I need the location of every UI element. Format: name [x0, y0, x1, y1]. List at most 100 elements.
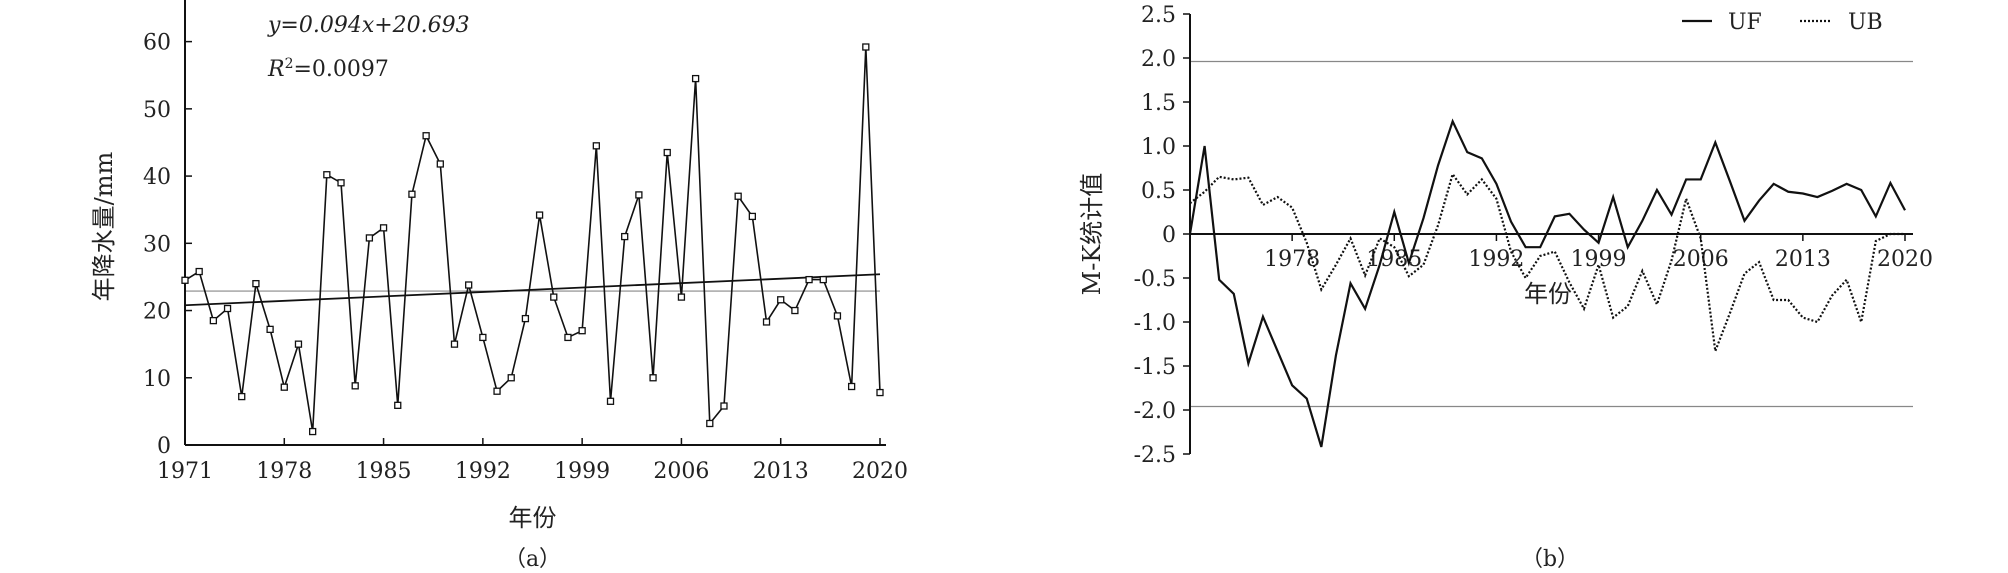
data-point	[252, 279, 260, 288]
data-point	[691, 74, 700, 83]
y-tick-label: 1.0	[1141, 135, 1176, 160]
data-point	[748, 212, 756, 221]
data-point	[422, 132, 430, 140]
y-tick-label: 10	[143, 367, 171, 392]
x-tick-label: 1971	[157, 459, 213, 484]
precip-line	[184, 46, 881, 432]
chart-a-r2-prefix: R	[267, 57, 285, 82]
data-point	[833, 312, 842, 320]
chart-b-x-label: 年份	[1524, 280, 1572, 308]
data-point	[493, 387, 501, 395]
data-point	[706, 419, 714, 428]
x-tick-label: 2006	[653, 459, 709, 484]
data-point	[238, 392, 246, 401]
data-point	[394, 401, 402, 409]
y-tick-label: 2.5	[1141, 3, 1176, 28]
data-point	[408, 190, 416, 198]
x-tick-label: 2020	[852, 459, 908, 484]
data-point	[791, 306, 799, 315]
data-point	[535, 211, 544, 219]
y-tick-label: 1.5	[1141, 91, 1176, 116]
data-point	[379, 224, 388, 232]
data-point	[195, 267, 203, 276]
data-point	[663, 148, 671, 157]
ub-line	[1189, 171, 1905, 352]
x-tick-label: 2006	[1673, 247, 1729, 272]
chart-b-y-ticks: -2.5 -2.0 -1.5 -1.0 -0.5 0 0.5 1.0 1.5 2.0 2.5	[1134, 3, 1190, 468]
data-point	[450, 340, 459, 348]
chart-a-x-label: 年份	[509, 504, 557, 532]
chart-b: -2.5 -2.0 -1.5 -1.0 -0.5 0 0.5 1.0 1.5 2.0 2.5 197…	[1078, 3, 1933, 572]
y-tick-label: 30	[143, 232, 171, 257]
y-tick-label: 60	[143, 31, 171, 56]
data-point	[479, 333, 487, 342]
y-tick-label: 0	[157, 434, 171, 459]
data-point	[337, 179, 345, 187]
data-point	[805, 275, 813, 284]
data-point	[294, 340, 303, 348]
data-point	[309, 427, 317, 436]
data-point	[550, 293, 558, 301]
chart-a-series-line	[184, 46, 881, 432]
x-tick-label: 1985	[356, 459, 412, 484]
chart-b-critical-lines	[1190, 60, 1913, 408]
chart-a-x-ticks: 1971 1978 1985 1992 1999 2006 2013 2020	[157, 438, 908, 484]
x-tick-label: 1978	[1264, 247, 1320, 272]
chart-a-trend-line	[184, 273, 881, 307]
legend-ub-label: UB	[1848, 10, 1883, 35]
data-point	[876, 388, 884, 397]
data-point	[507, 374, 515, 382]
y-tick-label: 0	[1162, 223, 1176, 248]
data-point	[578, 327, 586, 335]
data-point	[734, 192, 742, 200]
chart-b-legend: UF UB	[1682, 10, 1883, 35]
chart-a-equation: y=0.094x+20.693	[267, 13, 470, 38]
chart-a-y-label: 年降水量/mm	[90, 151, 118, 301]
y-tick-label: 2.0	[1141, 47, 1176, 72]
chart-a-r2-value: =0.0097	[294, 57, 389, 82]
data-point	[223, 304, 232, 313]
x-tick-label: 1999	[554, 459, 610, 484]
data-point	[777, 296, 785, 304]
chart-b-y-label: M-K统计值	[1078, 173, 1106, 296]
chart-a-r2-sup: 2	[285, 56, 294, 72]
data-point	[819, 275, 827, 284]
data-point	[181, 276, 189, 284]
x-tick-label: 2013	[1775, 247, 1831, 272]
chart-b-x-ticks: 1978 1985 1992 1999 2006 2013 2020	[1264, 234, 1933, 272]
x-tick-label: 2020	[1877, 247, 1933, 272]
chart-b-caption: （b）	[1521, 547, 1579, 572]
data-point	[209, 316, 218, 325]
data-point	[606, 397, 615, 405]
y-tick-label: -1.5	[1134, 355, 1176, 380]
data-point	[649, 374, 657, 382]
chart-b-uf-line	[1188, 118, 1906, 448]
y-tick-label: 40	[143, 165, 171, 190]
data-point	[635, 191, 643, 199]
data-point	[266, 325, 274, 334]
y-tick-label: -0.5	[1134, 267, 1176, 292]
data-point	[365, 234, 374, 242]
y-tick-label: 20	[143, 300, 171, 325]
data-point	[847, 382, 856, 391]
y-tick-label: -1.0	[1134, 311, 1176, 336]
data-point	[465, 281, 473, 289]
legend-uf-label: UF	[1728, 10, 1762, 35]
y-tick-label: 50	[143, 98, 171, 123]
data-point	[280, 383, 288, 391]
uf-line	[1188, 118, 1906, 448]
data-point	[720, 402, 728, 410]
data-point	[762, 318, 771, 326]
data-point	[592, 142, 600, 150]
data-point	[862, 43, 870, 51]
data-point	[521, 314, 530, 323]
data-point	[677, 293, 686, 301]
chart-a-y-ticks: 0 10 20 30 40 50 60	[143, 31, 192, 459]
y-tick-label: -2.5	[1134, 443, 1176, 468]
data-point	[351, 382, 359, 390]
x-tick-label: 1978	[256, 459, 312, 484]
y-tick-label: 0.5	[1141, 179, 1176, 204]
